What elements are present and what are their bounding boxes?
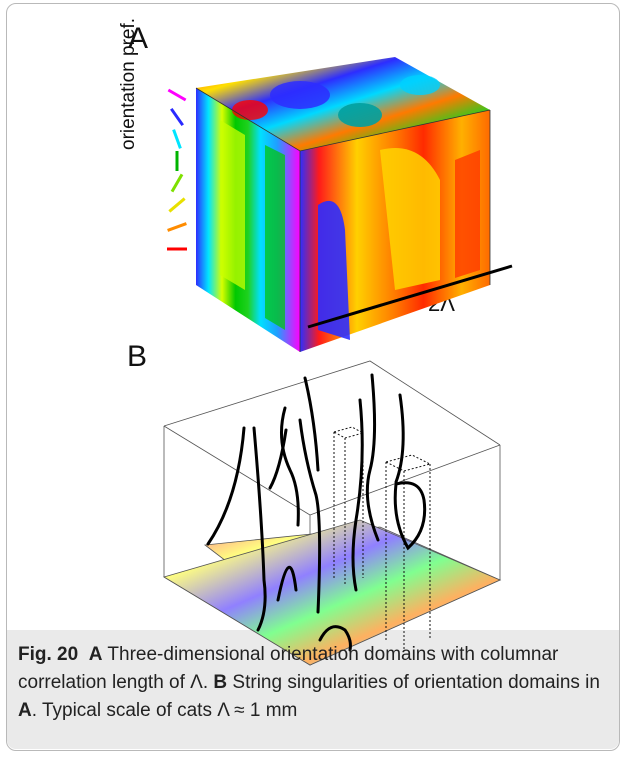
scale-bar (307, 264, 513, 329)
panel-b-label: B (127, 340, 148, 373)
caption-a-letter: A (88, 644, 103, 665)
orientation-bar (167, 222, 187, 232)
orientation-cube (195, 57, 491, 352)
orientation-bar (170, 107, 184, 127)
string-singularities (206, 373, 427, 652)
panel-a-label: A (128, 22, 149, 55)
caption-b-letter: B (213, 672, 228, 693)
caption-a-text: Three-dimensional orientation domains wi… (18, 644, 559, 693)
caption-ref-letter: A (18, 700, 32, 721)
caption-b-text: String singularities of orientation doma… (227, 672, 600, 693)
caption-tail: . Typical scale of cats Λ ≈ 1 mm (31, 700, 298, 721)
orientation-legend-bars (167, 88, 187, 251)
orientation-bar (172, 129, 182, 149)
singularity-box (163, 360, 502, 666)
figure-caption: Fig. 20 A Three-dimensional orientation … (18, 641, 608, 725)
figure-frame (6, 3, 620, 751)
orientation-bar (170, 173, 184, 193)
figure-number: Fig. 20 (18, 644, 79, 665)
orientation-bar (168, 197, 186, 213)
orientation-bar (167, 88, 187, 102)
